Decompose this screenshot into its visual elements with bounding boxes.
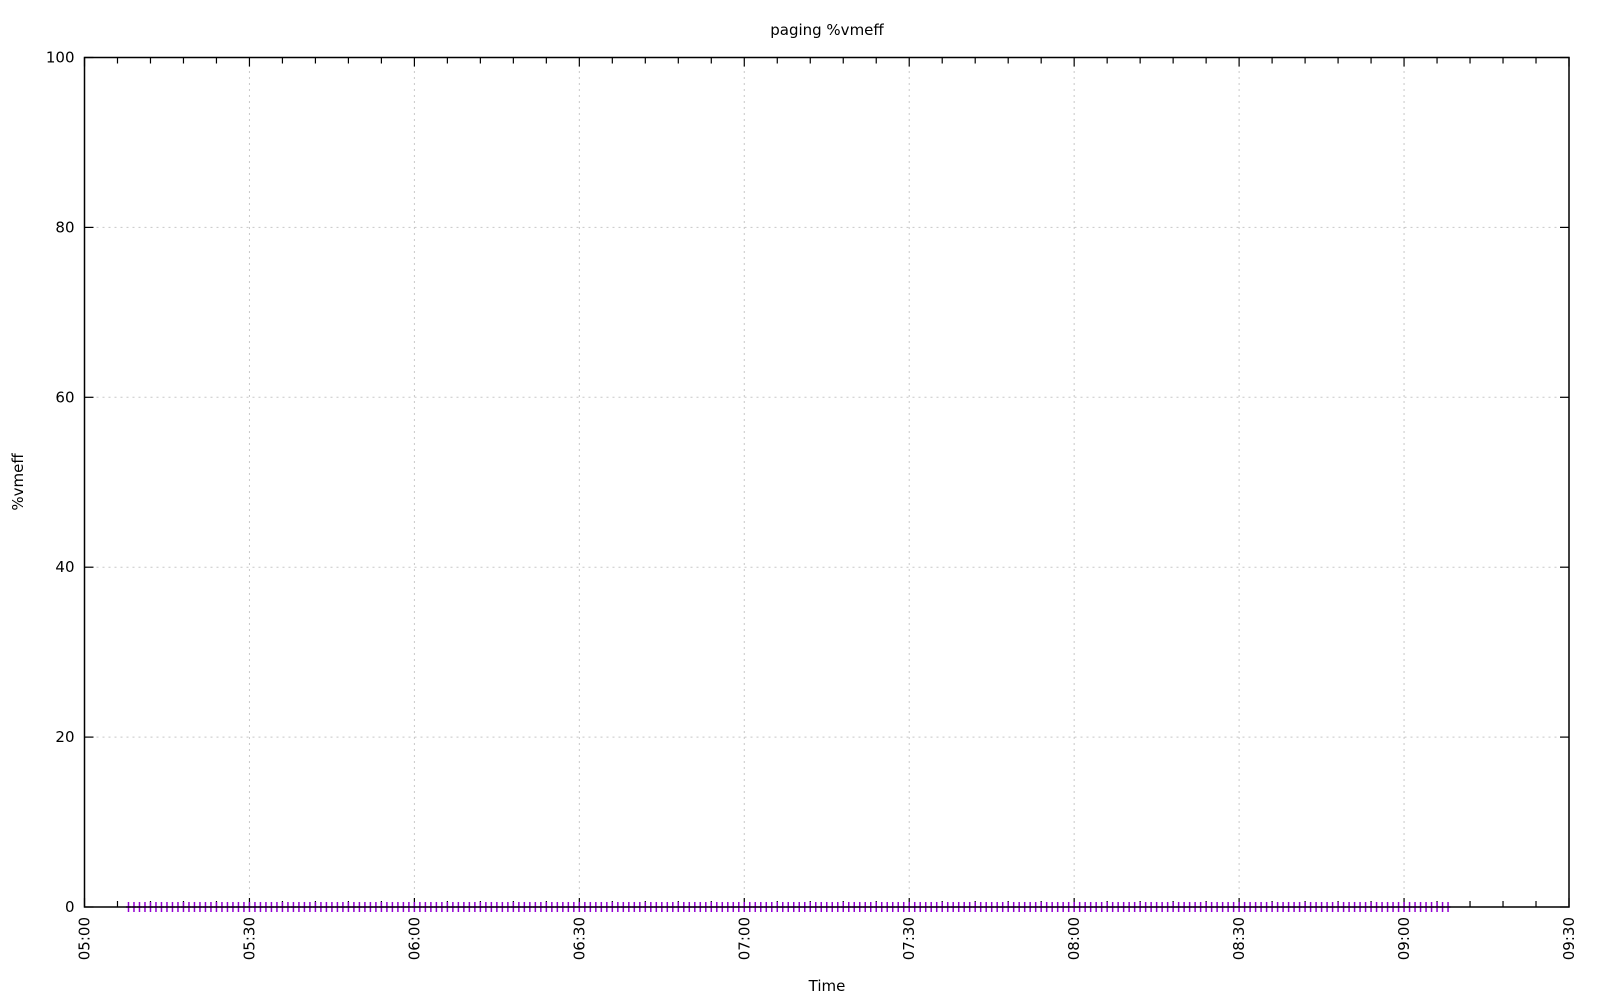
x-tick-label: 09:30 (1560, 917, 1578, 960)
axis-ticks (83, 56, 1570, 908)
y-tick-label: 0 (65, 898, 75, 916)
grid-lines (84, 57, 1569, 907)
plot-frame (83, 56, 1570, 908)
x-tick-label: 08:00 (1065, 917, 1083, 960)
x-tick-label: 07:30 (900, 917, 918, 960)
x-tick-label: 09:00 (1395, 917, 1413, 960)
y-tick-label: 80 (55, 218, 74, 236)
x-tick-label: 05:30 (240, 917, 258, 960)
y-axis-label: %vmeff (9, 453, 27, 511)
chart-title: paging %vmeff (770, 21, 884, 39)
x-axis-label: Time (808, 977, 846, 995)
y-tick-label: 60 (55, 388, 74, 406)
y-tick-label: 40 (55, 558, 74, 576)
y-tick-label: 20 (55, 728, 74, 746)
x-tick-label: 05:00 (76, 917, 94, 960)
tick-labels: 05:00 05:30 06:00 06:30 07:00 07:30 08:00 08:30… (46, 49, 1578, 961)
x-tick-label: 06:00 (405, 917, 423, 960)
x-tick-label: 07:00 (735, 917, 753, 960)
y-tick-label: 100 (46, 49, 75, 67)
x-tick-label: 06:30 (570, 917, 588, 960)
x-tick-label: 08:30 (1230, 917, 1248, 960)
